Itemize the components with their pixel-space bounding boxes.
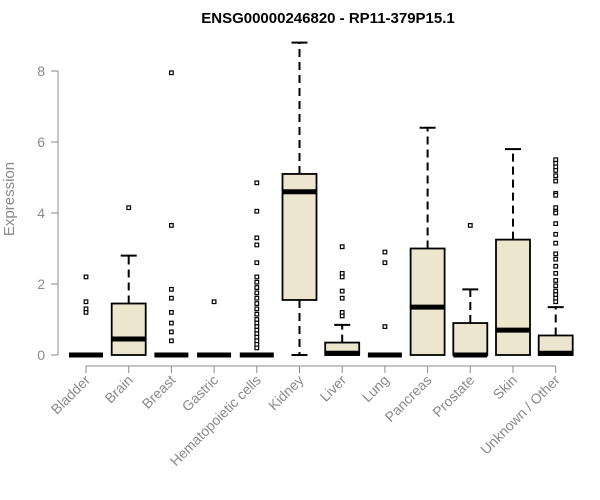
outlier-point [553,278,559,283]
outlier-point [83,310,89,315]
box-gastric [197,299,232,358]
y-tick-label: 0 [37,347,45,363]
outlier-point [553,168,559,173]
box-body [495,238,531,356]
x-tick-label-prostate: Prostate [429,372,477,420]
outlier-point [83,274,89,280]
box-bladder [69,274,103,358]
outlier-point [254,235,260,241]
outlier-point [553,283,559,289]
outlier-point [467,223,473,228]
box-skin [495,148,531,356]
outlier-point [254,295,260,301]
outlier-point [169,70,174,76]
x-tick-label-pancreas: Pancreas [382,372,435,425]
box-liver [324,244,361,356]
y-tick-label: 2 [37,276,45,292]
x-tick-label-kidney: Kidney [265,372,307,414]
y-tick-label: 6 [37,134,45,150]
box-body [409,247,446,356]
outlier-point [254,260,260,266]
outlier-point [169,338,174,344]
x-tick-label-bladder: Bladder [48,372,94,418]
outlier-point [254,290,260,296]
y-tick-label: 8 [37,63,45,79]
outlier-point [339,274,345,280]
y-axis: 0 2 4 6 8 [37,63,59,363]
outlier-point [553,192,559,198]
x-tick-label-lung: Lung [359,372,392,405]
outlier-point [553,173,559,179]
outlier-point [254,274,260,280]
box-breast [154,70,189,358]
outlier-point [83,299,89,305]
outlier-point [553,178,559,184]
box-kidney [281,41,318,356]
outlier-point [254,301,260,306]
x-tick-label-brain: Brain [101,372,135,406]
box-body [281,173,318,301]
outlier-point [553,221,559,227]
outlier-point [339,295,345,301]
x-tick-label-unknown-other: Unknown / Other [477,372,563,458]
box-brain [110,205,147,356]
outlier-point [339,288,345,294]
x-tick-label-gastric: Gastric [179,372,222,415]
outlier-point [553,231,559,237]
outlier-point [553,240,559,246]
outlier-point [254,306,260,312]
outlier-point [553,210,559,216]
outlier-point [169,310,174,315]
outlier-point [254,311,260,317]
box-body [110,302,147,356]
outlier-point [169,329,174,335]
outlier-point [553,251,559,257]
outlier-point [169,223,174,228]
boxes [69,41,574,358]
outlier-point [553,263,559,269]
outlier-point [254,180,260,186]
box-body [452,322,489,356]
outlier-point [169,295,174,301]
outlier-point [169,286,174,292]
x-tick-label-breast: Breast [139,372,179,412]
chart-title: ENSG00000246820 - RP11-379P15.1 [201,10,455,27]
outlier-point [339,244,345,250]
outlier-point [382,324,388,329]
outlier-point [211,299,217,305]
box-hematopoietic-cells [239,180,274,358]
outlier-point [382,249,388,255]
outlier-point [169,320,174,326]
outlier-point [254,279,260,285]
y-tick-label: 4 [37,205,45,221]
outlier-point [254,345,260,351]
outlier-point [254,242,260,248]
x-tick-label-skin: Skin [490,372,521,403]
outlier-point [254,208,260,214]
outlier-point [126,205,132,211]
box-prostate [452,223,489,358]
box-pancreas [409,126,446,356]
box-unknown-other [537,157,574,356]
outlier-point [339,313,345,319]
outlier-point [254,285,260,290]
outlier-point [553,270,559,276]
x-tick-label-liver: Liver [317,372,350,405]
outlier-point [553,256,559,262]
outlier-point [553,299,559,305]
outlier-point [382,260,388,266]
y-axis-label: Expression [1,162,18,236]
box-lung [367,249,402,358]
